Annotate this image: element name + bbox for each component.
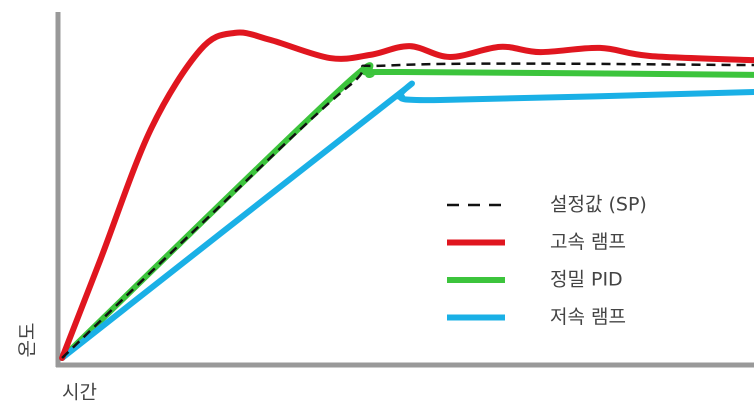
series-line bbox=[59, 80, 754, 361]
series-line bbox=[59, 29, 754, 361]
y-axis-label: 온도 bbox=[17, 323, 39, 358]
legend-label: 정밀 PID bbox=[550, 269, 623, 291]
series-line bbox=[61, 62, 754, 359]
legend-label: 설정값 (SP) bbox=[550, 194, 647, 216]
legend-label: 저속 램프 bbox=[550, 306, 626, 328]
x-axis-label: 시간 bbox=[62, 382, 97, 404]
legend-label: 고속 램프 bbox=[550, 231, 626, 253]
series-line bbox=[59, 62, 754, 361]
